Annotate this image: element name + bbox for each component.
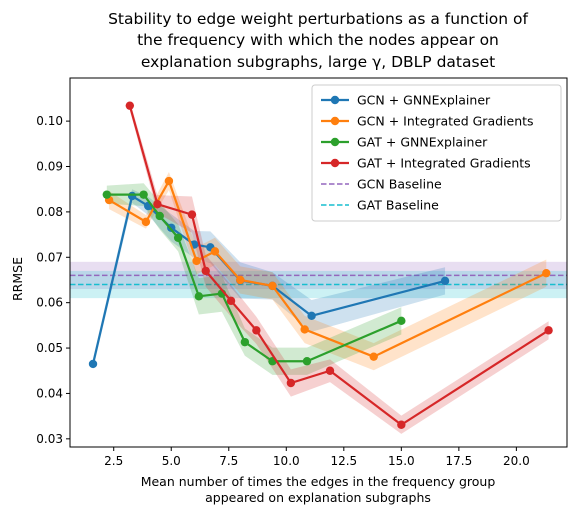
y-tick-label-4: 0.07: [36, 250, 63, 264]
series-3-point-1: [153, 199, 162, 209]
series-line-3: [128, 105, 550, 426]
plot-frame: [69, 77, 568, 448]
y-tick-label-7: 0.10: [36, 114, 63, 128]
y-tick-label-3: 0.06: [36, 296, 63, 310]
y-tick-label-1: 0.04: [36, 386, 63, 400]
y-tick-label-2: 0.05: [36, 341, 63, 355]
y-tick-label-0: 0.03: [36, 432, 63, 446]
series-3-point-5: [252, 326, 261, 335]
legend-marker-3: [330, 158, 340, 168]
x-tick-label-5: 15.0: [388, 454, 415, 468]
chart-title-line-2: the frequency with which the nodes appea…: [137, 31, 499, 49]
series-3-point-0: [125, 101, 135, 110]
series-1-point-8: [369, 352, 378, 361]
plot-area: [70, 101, 567, 434]
series-band-2: [106, 183, 402, 375]
x-tick-label-3: 10.0: [273, 454, 300, 468]
series-2-point-1: [139, 190, 148, 199]
legend-label-5: GAT Baseline: [357, 198, 439, 213]
x-tick-label-2: 7.5: [219, 454, 238, 468]
series-1-point-4: [210, 247, 220, 256]
x-tick-label-4: 12.5: [330, 454, 357, 468]
series-1-point-3: [192, 256, 201, 266]
series-line-0: [91, 194, 446, 365]
y-axis-label: RRMSE: [10, 257, 25, 301]
chart-title: Stability to edge weight perturbations a…: [108, 10, 528, 71]
x-tick-label-7: 20.0: [503, 454, 530, 468]
chart-title-line-3: explanation subgraphs, large γ, DBLP dat…: [141, 53, 495, 71]
series-0-point-1: [127, 191, 137, 201]
series-1-point-7: [300, 325, 309, 334]
legend-marker-0: [330, 95, 340, 105]
y-tick-label-6: 0.09: [36, 160, 63, 174]
series-0-point-0: [88, 359, 98, 369]
plot-contents: [70, 101, 567, 434]
y-tick-label-5: 0.08: [36, 205, 63, 219]
series-3-point-8: [397, 420, 406, 429]
series-3-point-9: [544, 326, 553, 335]
legend-label-2: GAT + GNNExplainer: [357, 135, 488, 150]
series-3-point-7: [325, 366, 335, 375]
legend-marker-2: [330, 137, 340, 147]
series-0-point-9: [440, 276, 450, 286]
series-2-point-9: [397, 316, 406, 326]
series-1-point-1: [141, 217, 151, 227]
legend-label-3: GAT + Integrated Gradients: [357, 156, 531, 171]
series-2-point-2: [155, 211, 164, 221]
x-tick-label-1: 5.0: [162, 454, 181, 468]
x-axis-label-line-1: Mean number of times the edges in the fr…: [141, 474, 496, 489]
series-line-2: [106, 193, 402, 363]
series-0-point-8: [307, 311, 316, 321]
legend: GCN + GNNExplainer GCN + Integrated Gradi…: [311, 84, 562, 222]
series-2-point-6: [240, 337, 250, 347]
series-band-3: [129, 101, 549, 434]
legend-label-1: GCN + Integrated Gradients: [357, 114, 534, 129]
series-3-point-6: [286, 378, 296, 388]
series-3-point-3: [201, 266, 210, 276]
x-axis-label: Mean number of times the edges in the fr…: [141, 474, 496, 505]
series-2-point-3: [173, 233, 183, 242]
series-3-point-2: [187, 210, 197, 219]
chart-title-line-1: Stability to edge weight perturbations a…: [108, 10, 528, 28]
series-1-point-5: [236, 275, 245, 285]
series-1-point-6: [268, 281, 277, 291]
axes: 2.5 5.0 7.5 10.0 12.5 15.0 17.5 20.0 0.03 0.04 0.0…: [36, 77, 568, 468]
series-2-point-0: [102, 190, 112, 199]
series-2-point-4: [194, 292, 204, 301]
x-tick-label-0: 2.5: [104, 454, 123, 468]
legend-marker-1: [330, 116, 340, 126]
series-band-1: [109, 171, 547, 371]
x-tick-label-6: 17.5: [445, 454, 472, 468]
legend-label-0: GCN + GNNExplainer: [357, 93, 491, 108]
series-3-point-4: [226, 296, 236, 306]
legend-box: [311, 84, 562, 222]
series-2-point-8: [302, 357, 312, 366]
x-axis-label-line-2: appeared on explanation subgraphs: [205, 490, 431, 505]
series-1-point-9: [542, 268, 551, 278]
legend-label-4: GCN Baseline: [357, 177, 442, 192]
series-1-point-2: [164, 176, 174, 186]
